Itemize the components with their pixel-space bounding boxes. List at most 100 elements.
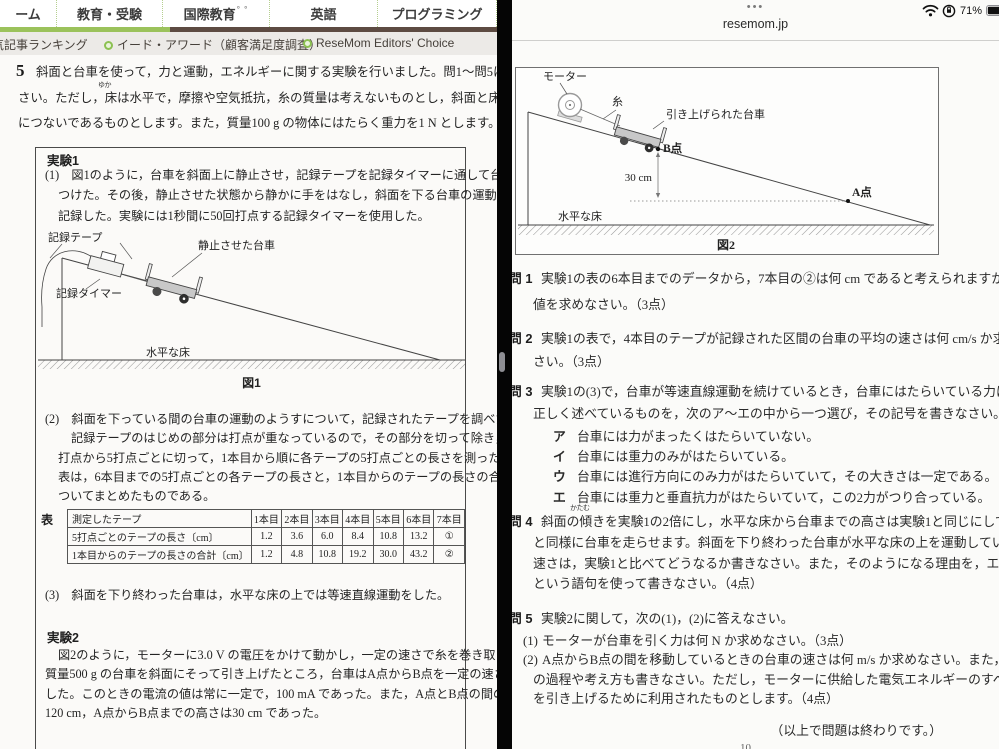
option-u: ウ台車には進行方向にのみ力がはたらいていて，その大きさは一定である。 [553,467,997,487]
subnav-link-editors-choice[interactable]: ReseMom Editors' Choice [303,36,454,50]
text-line: 問 5 実験2に関して，次の(1)，(2)に答えなさい。 [512,609,995,630]
question-text: 実験2に関して，次の(1)，(2)に答えなさい。 [541,612,794,626]
question-label: 問 5 [512,611,533,626]
text-line: さい。（3点） [533,355,610,369]
address-bar-url[interactable]: resemom.jp [722,17,789,31]
question-3-options: ア台車には力がまったくはたらいていない。 イ台車には重力のみがはたらいている。 … [512,427,997,508]
battery-percentage: 71% [960,5,983,17]
text-line: という語句を使って書きなさい。（4点） [533,577,763,592]
wifi-icon [922,4,939,17]
fig2-label-pointA: A点 [852,185,872,199]
experiment1-step3: (3) 斜面を下り終わった台車は，水平な床の上では等速直線運動をした。 [45,588,450,602]
furigana-yuka: ゆか [98,81,112,89]
table-header: 6本目 [402,509,435,528]
new-badge-dots: ° ° [236,5,249,14]
fig2-label-height: 30 cm [625,172,653,184]
text-line: ついてまとめたものである。 [58,489,216,504]
table-label: 表 [41,513,54,527]
experiment-box: 実験1 (1) 図1のように，台車を斜面上に静止させ，記録テープを記録タイマーに… [35,147,497,749]
subnav-link-award[interactable]: イード・アワード（顧客満足度調査） [104,36,321,53]
table-cell: 19.2 [342,545,374,564]
point-B-dot [655,146,661,152]
question-text: 実験1の表で，4本目のテープが記録された区間の台車の平均の速さは何 cm/s か… [541,332,999,346]
text-line: 問 3 実験1の(3)で，台車が等速直線運動を続けているとき，台車にはたらいている… [512,381,999,403]
fig1-label-timer: 記録タイマー [56,286,122,300]
table-cell: 10.8 [372,527,404,546]
fig2-label-motor: モーター [543,70,587,83]
question-text: 実験1の(3)で，台車が等速直線運動を続けているとき，台車にはたらいている力につ… [541,385,999,399]
fig2-label-pointB: B点 [663,141,683,155]
floor-hatch [38,360,465,369]
recording-tape [41,250,93,327]
table-header: 5本目 [372,509,404,528]
table-cell: 10.8 [311,545,344,564]
table-cell: 43.2 [402,545,435,564]
nav-tab-label: 英語 [310,7,337,22]
closing-note: （以上で問題は終わりです。） [770,724,942,738]
text-line: 打点から5打点ごとに切って，1本目から順に各テープの5打点ごとの長さを測った。次… [58,450,497,465]
text-line: 記録テープのはじめの部分は打点が重なっているので，その部分を切って除き，最初の [71,431,497,446]
question-text: 斜面の傾きを実験1の2倍にし，水平な床から台車までの高さは実験1と同じにして，実… [541,515,999,529]
subnav-bar: 気記事ランキング イード・アワード（顧客満足度調査） ReseMom Edito… [0,32,497,55]
nav-tab-english[interactable]: 英語 [270,0,378,27]
green-bullet-icon [104,41,113,50]
table-cell: 5打点ごとのテープの長さ〔cm〕 [67,527,252,546]
nav-tab-label: ーム [15,7,41,22]
cart [144,263,204,304]
table-cell: 4.8 [281,545,313,564]
question-1: 問 1 実験1の表の6本目までのデータから，7本目の②は何 cm であると考えられ… [512,266,999,318]
text-line: と同様に台車を走らせます。斜面を下り終わった台車が水平な床の上を運動しているとき… [533,535,999,550]
text-line: 正しく述べているものを，次のア～エの中から一つ選び，その記号を書きなさい。（3点… [533,407,999,421]
motor [557,92,583,118]
nav-tabbar: ーム 教育・受験 国際教育 ° ° 英語 プログラミング [0,0,497,27]
option-marker: ウ [553,469,566,485]
string [579,108,621,127]
nav-tab-label: 教育・受験 [76,7,142,22]
experiment1-title: 実験1 [47,154,79,168]
text-line: 図2のように，モーターに3.0 V の電圧をかけて動かし，一定の速さで糸を巻き取… [58,648,497,662]
recording-timer [87,250,125,278]
text-line: つけた。その後，静止させた状態から静かに手をはなし，斜面を下る台車の運動のようす… [58,188,497,203]
page-number: 10 [740,742,751,749]
nav-tab-programming[interactable]: プログラミング [378,0,497,27]
table-header: 4本目 [342,509,374,528]
active-tab-underline [0,27,170,32]
option-marker: エ [553,489,566,505]
question-label: 問 4 [512,514,533,529]
question-label: 問 1 [512,271,533,286]
option-marker: ア [553,429,566,444]
nav-tab-international[interactable]: 国際教育 ° ° [163,0,270,27]
experiment2-paragraph: 図2のように，モーターに3.0 V の電圧をかけて動かし，一定の速さで糸を巻き取… [45,646,497,723]
table-header: 3本目 [311,509,344,528]
table-cell: 1.2 [250,545,283,564]
figure2-caption: 図2 [717,238,735,252]
slope-line [527,111,931,226]
multitask-dots[interactable]: ••• [746,1,765,13]
text-line: 問 1 実験1の表の6本目までのデータから，7本目の②は何 cm であると考えられ… [512,266,999,292]
fig1-label-floor: 水平な床 [146,345,190,359]
table-header: 2本目 [281,509,313,528]
tape-length-table: 測定したテープ 1本目 2本目 3本目 4本目 5本目 6本目 7本目 5打点ご… [67,509,465,564]
question-label: 問 3 [512,384,533,399]
scrollbar-thumb[interactable] [499,352,505,372]
table-header: 1本目 [250,509,283,528]
text-line: さい。ただし，床は水平で，摩擦や空気抵抗，糸の質量は考えないものとし，斜面と床は… [18,90,497,105]
split-view-divider [497,0,512,749]
furigana-katamu: かたむ [570,504,590,512]
table-cell: 8.4 [342,527,374,546]
text-line: 斜面と台車を使って，力と運動，エネルギーに関する実験を行いました。問1～問5に答… [36,65,497,79]
question-label: 問 2 [512,331,533,346]
nav-tab-home[interactable]: ーム [0,0,57,27]
figure1-caption: 図1 [242,376,261,390]
option-text: 台車には重力と垂直抗力がはたらいていて，この2力がつり合っている。 [577,490,991,505]
tabbar-underline [170,27,497,32]
subnav-link-ranking[interactable]: 気記事ランキング [0,38,88,52]
battery-icon [986,5,999,16]
table-header-row: 測定したテープ 1本目 2本目 3本目 4本目 5本目 6本目 7本目 [67,509,465,528]
text-line: 問 2 実験1の表で，4本目のテープが記録された区間の台車の平均の速さは何 cm/… [512,327,999,351]
text-line: 質量500 g の台車を斜面にそって引き上げたところ，台車はA点からB点を一定の… [45,667,497,682]
nav-tab-education[interactable]: 教育・受験 [57,0,163,27]
question-5: 問 5 実験2に関して，次の(1)，(2)に答えなさい。 (1) モーターが台車を引… [512,609,999,710]
table-cell: 1.2 [250,527,283,546]
